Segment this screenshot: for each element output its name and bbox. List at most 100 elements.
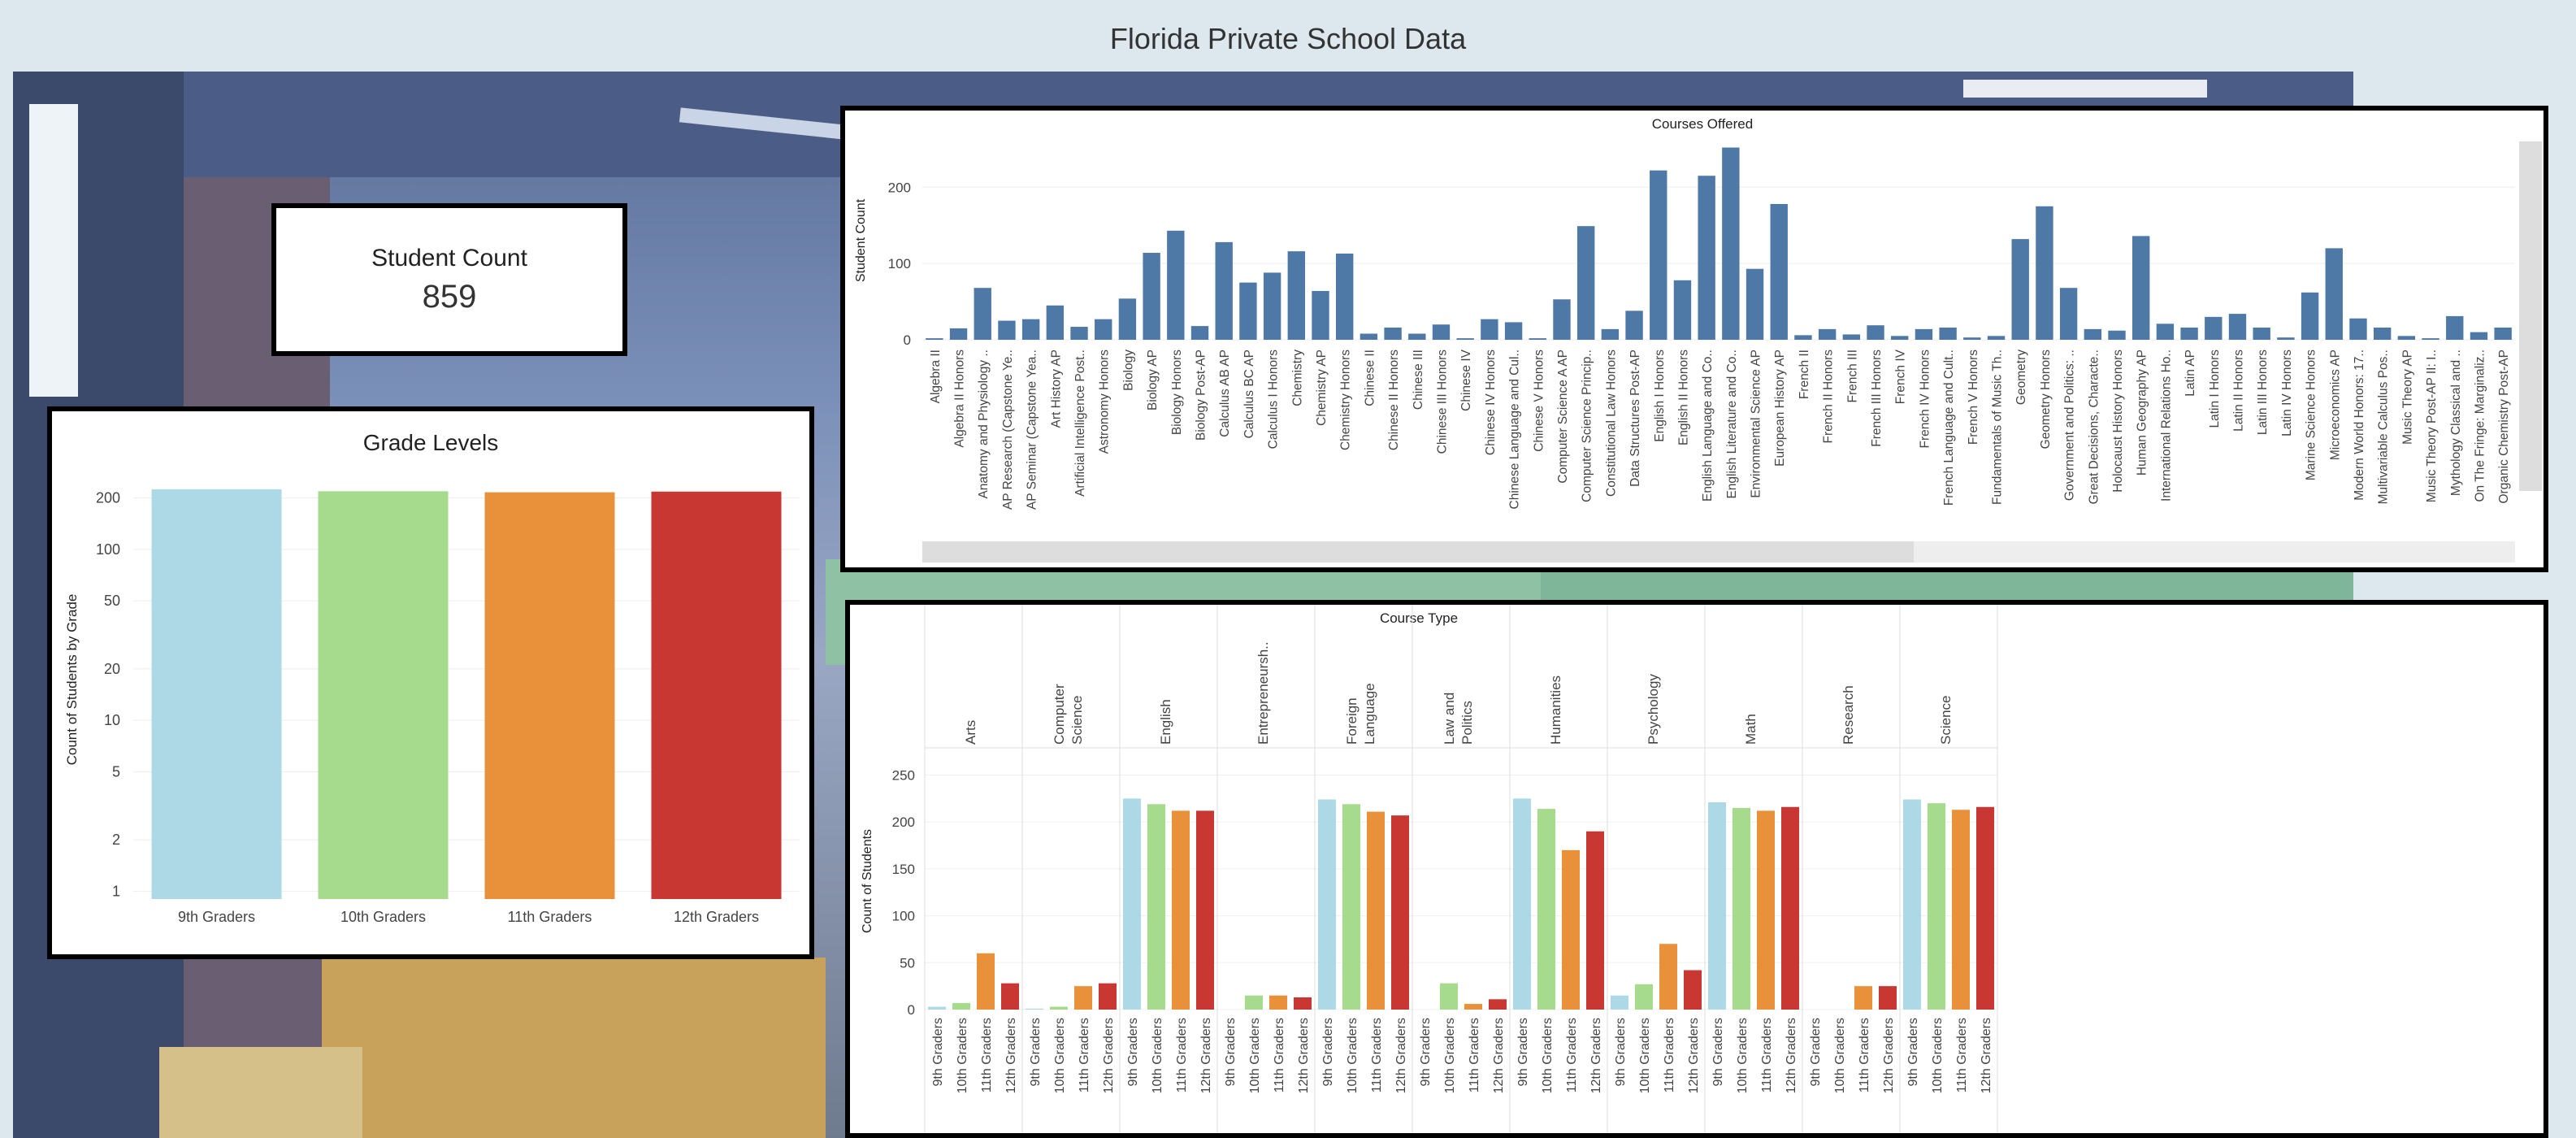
grade-bar[interactable]: [484, 492, 615, 899]
course-bar[interactable]: [1794, 335, 1812, 340]
course-bar[interactable]: [1336, 253, 1354, 340]
course-type-bar[interactable]: [1928, 803, 1945, 1010]
course-type-bar[interactable]: [1879, 986, 1897, 1010]
course-bar[interactable]: [2494, 327, 2512, 340]
course-type-bar[interactable]: [1123, 798, 1141, 1010]
course-type-bar[interactable]: [1586, 831, 1604, 1010]
course-bar[interactable]: [1722, 147, 1740, 340]
course-bar[interactable]: [1456, 338, 1474, 340]
course-bar[interactable]: [974, 288, 991, 340]
course-bar[interactable]: [2011, 239, 2029, 340]
course-type-bar[interactable]: [1489, 999, 1507, 1010]
course-bar[interactable]: [1987, 336, 2006, 340]
course-bar[interactable]: [2470, 332, 2488, 340]
course-type-bar[interactable]: [977, 953, 995, 1010]
course-bar[interactable]: [1312, 290, 1329, 340]
course-type-bar[interactable]: [1147, 804, 1165, 1010]
course-type-bar[interactable]: [1635, 984, 1653, 1010]
course-type-bar[interactable]: [1172, 810, 1190, 1010]
course-bar[interactable]: [1190, 326, 1209, 340]
course-bar[interactable]: [1504, 322, 1523, 340]
course-type-bar[interactable]: [1367, 811, 1385, 1010]
course-type-bar[interactable]: [1440, 983, 1458, 1010]
grade-bar[interactable]: [151, 489, 282, 899]
course-bar[interactable]: [1650, 170, 1667, 340]
course-type-bar[interactable]: [1659, 944, 1677, 1010]
course-bar[interactable]: [1118, 298, 1137, 340]
course-bar[interactable]: [1095, 319, 1112, 340]
course-type-bar[interactable]: [928, 1006, 946, 1010]
course-type-bar[interactable]: [1464, 1004, 1482, 1010]
course-bar[interactable]: [2156, 324, 2175, 340]
course-bar[interactable]: [2205, 316, 2223, 340]
courses-horizontal-scrollbar-thumb[interactable]: [922, 541, 1914, 562]
course-bar[interactable]: [2059, 288, 2078, 340]
course-bar[interactable]: [1143, 253, 1160, 340]
course-type-bar[interactable]: [1294, 997, 1312, 1010]
course-type-bar[interactable]: [1269, 995, 1287, 1010]
course-type-bar[interactable]: [1537, 809, 1555, 1010]
course-bar[interactable]: [1891, 336, 1909, 340]
course-bar[interactable]: [1529, 338, 1546, 340]
grade-bar[interactable]: [318, 491, 449, 899]
course-bar[interactable]: [1842, 334, 1861, 340]
course-bar[interactable]: [2446, 315, 2464, 340]
course-bar[interactable]: [2228, 314, 2247, 340]
course-bar[interactable]: [1625, 311, 1643, 340]
course-type-bar[interactable]: [1684, 970, 1702, 1010]
course-type-bar[interactable]: [1854, 986, 1872, 1010]
course-bar[interactable]: [1673, 280, 1692, 340]
courses-vertical-scrollbar[interactable]: [2519, 141, 2542, 491]
grade-bar[interactable]: [651, 491, 782, 899]
course-bar[interactable]: [1481, 319, 1498, 340]
course-type-bar[interactable]: [1611, 995, 1628, 1010]
course-bar[interactable]: [1746, 268, 1764, 340]
course-bar[interactable]: [1021, 319, 1040, 340]
course-bar[interactable]: [2036, 206, 2053, 340]
course-bar[interactable]: [1576, 226, 1595, 340]
course-bar[interactable]: [2084, 328, 2101, 340]
course-bar[interactable]: [2301, 292, 2319, 340]
course-type-bar[interactable]: [1099, 983, 1117, 1010]
course-bar[interactable]: [1046, 305, 1065, 340]
course-bar[interactable]: [1867, 325, 1884, 340]
course-bar[interactable]: [1215, 241, 1233, 340]
course-type-bar[interactable]: [1513, 798, 1531, 1010]
course-bar[interactable]: [998, 320, 1016, 340]
course-type-bar[interactable]: [1001, 983, 1019, 1010]
course-bar[interactable]: [1915, 328, 1933, 340]
course-bar[interactable]: [1360, 333, 1378, 340]
course-bar[interactable]: [1963, 337, 1981, 340]
course-bar[interactable]: [2253, 327, 2270, 340]
course-type-bar[interactable]: [1903, 799, 1921, 1010]
course-bar[interactable]: [1553, 299, 1571, 340]
course-bar[interactable]: [1432, 324, 1451, 340]
course-type-bar[interactable]: [1196, 810, 1214, 1010]
course-bar[interactable]: [2422, 338, 2439, 340]
course-bar[interactable]: [1698, 176, 1715, 340]
course-bar[interactable]: [1601, 328, 1620, 340]
course-bar[interactable]: [1384, 327, 1402, 340]
course-bar[interactable]: [1239, 282, 1257, 340]
course-type-bar[interactable]: [1952, 810, 1970, 1010]
course-type-bar[interactable]: [1757, 810, 1775, 1010]
course-bar[interactable]: [2325, 248, 2343, 340]
course-type-bar[interactable]: [1733, 807, 1750, 1010]
course-type-bar[interactable]: [1562, 849, 1580, 1010]
course-type-bar[interactable]: [1318, 799, 1336, 1010]
course-type-bar[interactable]: [1026, 1008, 1043, 1010]
course-bar[interactable]: [2277, 337, 2295, 340]
course-type-bar[interactable]: [1050, 1006, 1068, 1010]
course-bar[interactable]: [1770, 203, 1788, 340]
course-bar[interactable]: [949, 328, 968, 340]
course-bar[interactable]: [2132, 236, 2150, 340]
course-bar[interactable]: [1167, 230, 1185, 340]
course-type-bar[interactable]: [952, 1002, 970, 1010]
course-bar[interactable]: [1408, 333, 1426, 340]
course-type-bar[interactable]: [1708, 802, 1726, 1010]
course-type-bar[interactable]: [1342, 804, 1360, 1010]
course-type-bar[interactable]: [1781, 806, 1799, 1010]
course-bar[interactable]: [2108, 330, 2126, 340]
course-bar[interactable]: [2180, 327, 2198, 340]
course-bar[interactable]: [2373, 327, 2392, 340]
